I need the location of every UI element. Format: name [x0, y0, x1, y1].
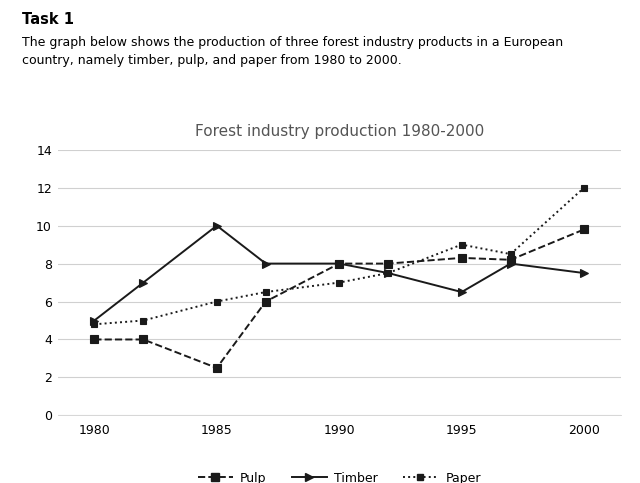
Text: Task 1: Task 1	[22, 12, 74, 27]
Title: Forest industry production 1980-2000: Forest industry production 1980-2000	[195, 124, 484, 139]
Legend: Pulp, Timber, Paper: Pulp, Timber, Paper	[193, 467, 486, 483]
Text: The graph below shows the production of three forest industry products in a Euro: The graph below shows the production of …	[22, 36, 564, 67]
